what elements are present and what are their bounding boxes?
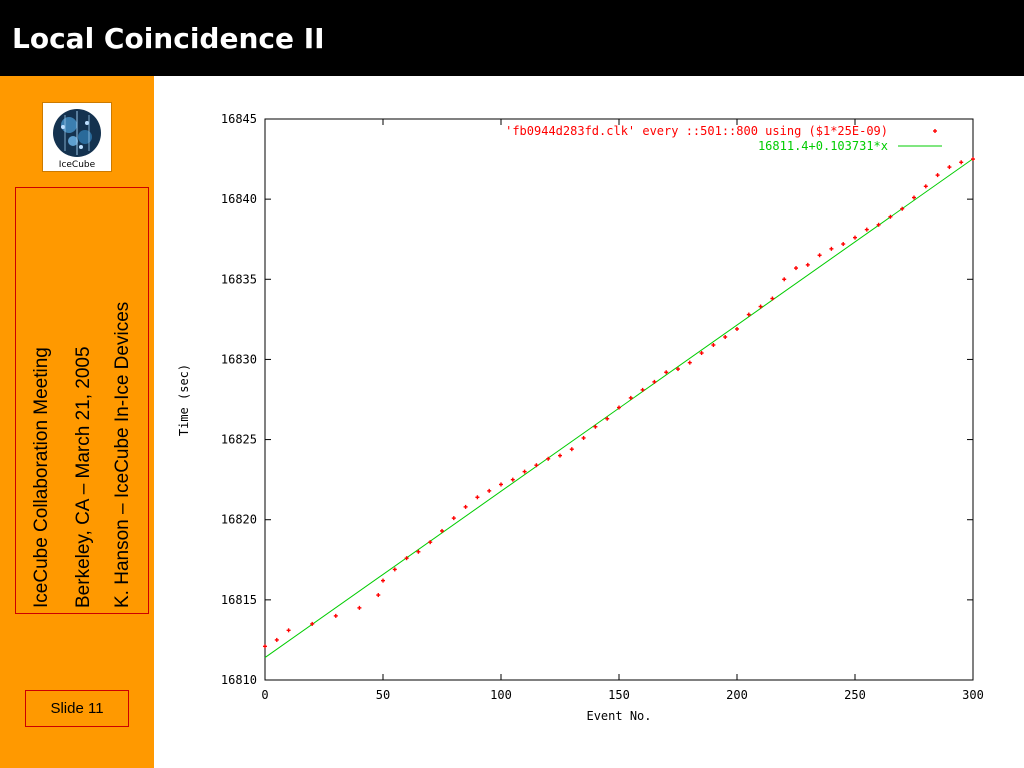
data-point: [534, 463, 539, 468]
data-point: [499, 482, 503, 487]
y-tick-label: 16840: [221, 192, 257, 206]
legend-entry-fit: 16811.4+0.103731*x: [758, 139, 888, 153]
data-point: [546, 456, 551, 461]
data-point: [746, 312, 751, 317]
y-tick-label: 16830: [221, 352, 257, 366]
data-point: [381, 578, 385, 583]
slide-number: Slide 11: [25, 690, 129, 727]
data-point: [640, 387, 645, 392]
data-point: [841, 242, 846, 247]
data-point: [593, 424, 598, 429]
data-point: [664, 370, 669, 375]
data-point: [876, 222, 881, 227]
x-tick-label: 200: [726, 688, 748, 702]
x-tick-label: 300: [962, 688, 984, 702]
data-point: [581, 435, 586, 440]
data-point: [605, 416, 610, 421]
sidebar: [0, 76, 154, 768]
logo-text: IceCube: [59, 160, 96, 170]
data-point: [558, 453, 562, 458]
data-point: [687, 360, 692, 365]
data-point: [829, 246, 834, 251]
data-point: [475, 495, 480, 500]
data-point: [628, 395, 633, 400]
data-point: [711, 343, 716, 348]
x-tick-label: 250: [844, 688, 866, 702]
data-point: [522, 469, 527, 474]
data-point: [569, 447, 574, 452]
plot-frame: [264, 118, 974, 681]
data-point: [723, 334, 728, 339]
x-tick-label: 50: [376, 688, 390, 702]
data-point: [923, 184, 928, 189]
data-point: [782, 277, 787, 282]
y-tick-label: 16810: [221, 673, 257, 687]
data-point: [864, 227, 869, 232]
data-point: [652, 379, 657, 384]
data-point: [263, 644, 267, 649]
data-point: [392, 567, 397, 572]
data-point: [947, 165, 952, 170]
data-point: [617, 405, 621, 410]
data-point: [853, 235, 857, 240]
data-point: [440, 528, 444, 533]
data-point: [286, 628, 291, 633]
data-point: [805, 262, 810, 267]
title-bar: Local Coincidence II: [0, 0, 1024, 76]
data-point: [971, 157, 975, 162]
x-tick-label: 150: [608, 688, 630, 702]
info-line-author: K. Hanson – IceCube In-Ice Devices: [112, 301, 133, 608]
data-point: [428, 540, 433, 545]
data-point: [900, 206, 905, 211]
data-point: [935, 173, 940, 178]
data-point: [510, 477, 515, 482]
info-line-location-date: Berkeley, CA – March 21, 2005: [73, 346, 94, 608]
y-tick-label: 16835: [221, 272, 257, 286]
y-tick-label: 16820: [221, 513, 257, 527]
data-point: [758, 304, 763, 309]
x-axis-label: Event No.: [586, 709, 651, 723]
info-box: [15, 187, 149, 614]
data-point: [888, 214, 893, 219]
y-tick-label: 16825: [221, 433, 257, 447]
y-tick-label: 16815: [221, 593, 257, 607]
data-point: [310, 621, 315, 626]
data-point: [451, 516, 456, 521]
x-tick-label: 0: [261, 688, 268, 702]
icecube-logo: IceCube: [42, 102, 112, 172]
info-line-meeting: IceCube Collaboration Meeting: [31, 347, 52, 608]
data-point: [416, 549, 421, 554]
slide-title: Local Coincidence II: [12, 22, 325, 55]
data-point: [357, 605, 362, 610]
data-point: [817, 253, 822, 258]
data-point: [794, 266, 798, 271]
data-point: [487, 488, 492, 493]
data-point: [376, 593, 381, 598]
legend-entry-data: 'fb0944d283fd.clk' every ::501::800 usin…: [505, 124, 888, 138]
x-tick-label: 100: [490, 688, 512, 702]
data-point: [463, 504, 468, 509]
chart: Time (sec) Event No. 0 50 100 150 200 250 300 1…: [168, 100, 1004, 735]
data-point: [959, 160, 964, 165]
data-point: [676, 367, 680, 372]
y-tick-label: 16845: [221, 112, 257, 126]
y-axis-label: Time (sec): [177, 364, 191, 436]
data-point: [699, 351, 704, 356]
data-point: [333, 613, 338, 618]
data-point: [274, 637, 279, 642]
data-point: [770, 296, 775, 301]
data-point: [912, 195, 916, 200]
legend-marker-data: [933, 129, 937, 133]
data-point: [735, 326, 739, 331]
data-point: [404, 556, 409, 561]
